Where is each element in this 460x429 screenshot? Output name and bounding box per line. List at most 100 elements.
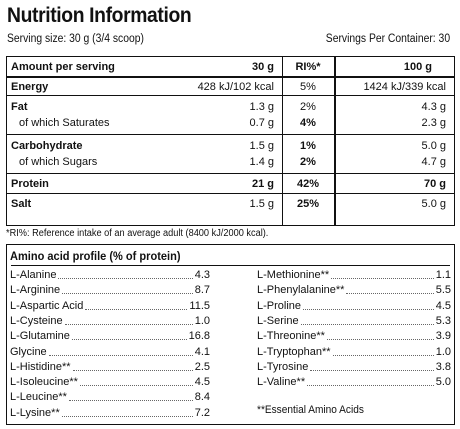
amino-name: L-Threonine** xyxy=(257,330,325,343)
dot-leader xyxy=(310,369,434,371)
ri-percent: 2% xyxy=(300,156,316,168)
amino-value: 8.4 xyxy=(194,391,210,404)
amino-title-divider xyxy=(11,265,450,266)
serving-size: Serving size: 30 g (3/4 scoop) xyxy=(7,33,144,45)
amino-value: 5.5 xyxy=(435,284,451,297)
amino-name: L-Isoleucine** xyxy=(10,376,78,389)
ri-percent: 1% xyxy=(300,140,316,152)
nutrient-name: of which Sugars xyxy=(19,156,98,168)
dot-leader xyxy=(85,308,188,310)
amino-name: L-Arginine xyxy=(10,284,61,297)
value-per-30g: 1.5 g xyxy=(249,198,274,210)
table-divider xyxy=(334,57,336,225)
ri-percent: 42% xyxy=(296,178,320,190)
amino-row: L-Leucine** 8.4 xyxy=(10,390,210,404)
amino-row: L-Threonine** 3.9 xyxy=(257,329,451,343)
ri-percent: 2% xyxy=(300,101,316,113)
amino-value: 8.7 xyxy=(194,284,210,297)
amino-name: L-Aspartic Acid xyxy=(10,299,84,312)
amino-row: L-Aspartic Acid 11.5 xyxy=(10,299,210,313)
amino-name: L-Leucine** xyxy=(10,391,67,404)
dot-leader xyxy=(58,278,193,279)
amino-value: 1.0 xyxy=(435,345,451,358)
amino-row: L-Arginine 8.7 xyxy=(10,283,210,297)
dot-leader xyxy=(307,385,434,387)
amino-value: 4.3 xyxy=(194,269,210,281)
servings-per-container: Servings Per Container: 30 xyxy=(325,33,450,45)
amino-value: 5.0 xyxy=(435,376,451,389)
header-amount: Amount per serving xyxy=(11,61,115,73)
amino-name: L-Histidine** xyxy=(10,360,71,373)
nutrient-name: of which Saturates xyxy=(19,117,110,129)
amino-name: L-Phenylalanine** xyxy=(257,284,345,297)
amino-value: 3.9 xyxy=(435,330,451,343)
ri-footnote: *RI%: Reference intake of an average adu… xyxy=(6,228,269,239)
value-per-100g: 5.0 g xyxy=(421,198,446,210)
ri-percent: 4% xyxy=(300,117,316,129)
value-per-30g: 0.7 g xyxy=(249,117,274,129)
amino-name: L-Serine xyxy=(257,314,299,327)
dot-leader xyxy=(332,354,434,356)
dot-leader xyxy=(79,385,193,387)
page-title: Nutrition Information xyxy=(7,4,192,27)
amino-name: L-Glutamine xyxy=(10,330,70,343)
dot-leader xyxy=(346,293,434,295)
dot-leader xyxy=(303,308,434,310)
amino-row: L-Lysine** 7.2 xyxy=(10,406,210,420)
amino-row: L-Proline 4.5 xyxy=(257,299,451,313)
amino-name: L-Cysteine xyxy=(10,314,63,327)
value-per-30g: 1.4 g xyxy=(249,156,274,168)
ri-percent: 5% xyxy=(300,81,316,93)
value-per-100g: 4.3 g xyxy=(421,101,446,113)
amino-row: L-Glutamine 16.8 xyxy=(10,329,210,343)
row-divider xyxy=(7,134,454,135)
amino-name: L-Lysine** xyxy=(10,406,60,419)
value-per-30g: 428 kJ/102 kcal xyxy=(197,81,274,93)
nutrient-name: Carbohydrate xyxy=(11,140,83,152)
amino-row: L-Histidine** 2.5 xyxy=(10,360,210,374)
amino-row: L-Tyrosine 3.8 xyxy=(257,360,451,374)
amino-acid-profile: Amino acid profile (% of protein) **Esse… xyxy=(6,244,455,425)
amino-value: 1.0 xyxy=(194,314,210,327)
amino-value: 2.5 xyxy=(194,360,210,373)
amino-row: L-Cysteine 1.0 xyxy=(10,314,210,328)
header-ri: RI%* xyxy=(295,61,321,73)
nutrient-name: Protein xyxy=(11,178,49,190)
table-divider xyxy=(282,57,283,225)
amino-value: 5.3 xyxy=(435,314,451,327)
essential-note: **Essential Amino Acids xyxy=(257,404,364,416)
row-divider xyxy=(7,193,454,194)
amino-name: L-Proline xyxy=(257,299,302,312)
header-100g: 100 g xyxy=(403,61,432,73)
dot-leader xyxy=(68,400,193,402)
amino-value: 4.1 xyxy=(194,345,210,358)
dot-leader xyxy=(48,354,193,356)
dot-leader xyxy=(71,339,187,341)
row-divider xyxy=(7,173,454,174)
value-per-100g: 4.7 g xyxy=(421,156,446,168)
nutrient-name: Salt xyxy=(11,198,32,210)
amino-value: 11.5 xyxy=(189,299,210,312)
ri-percent: 25% xyxy=(296,198,320,210)
amino-value: 1.1 xyxy=(435,269,451,281)
amino-name: L-Tryptophan** xyxy=(257,345,331,358)
dot-leader xyxy=(326,339,434,341)
nutrient-name: Fat xyxy=(11,101,28,113)
amino-value: 4.5 xyxy=(435,299,451,312)
dot-leader xyxy=(72,369,193,371)
amino-row: L-Serine 5.3 xyxy=(257,314,451,328)
amino-row: L-Methionine** 1.1 xyxy=(257,268,451,282)
amino-row: L-Alanine 4.3 xyxy=(10,268,210,282)
amino-name: L-Alanine xyxy=(10,269,57,281)
nutrition-table: Amount per serving 30 g RI%* 100 g Energ… xyxy=(6,56,455,226)
value-per-30g: 1.3 g xyxy=(249,101,274,113)
amino-row: L-Phenylalanine** 5.5 xyxy=(257,283,451,297)
value-per-100g: 2.3 g xyxy=(421,117,446,129)
value-per-100g: 1424 kJ/339 kcal xyxy=(363,81,446,93)
amino-name: L-Valine** xyxy=(257,376,306,389)
dot-leader xyxy=(62,293,193,295)
amino-name: L-Tyrosine xyxy=(257,360,309,373)
amino-row: Glycine 4.1 xyxy=(10,345,210,359)
amino-row: L-Isoleucine** 4.5 xyxy=(10,375,210,389)
value-per-30g: 21 g xyxy=(251,178,274,190)
